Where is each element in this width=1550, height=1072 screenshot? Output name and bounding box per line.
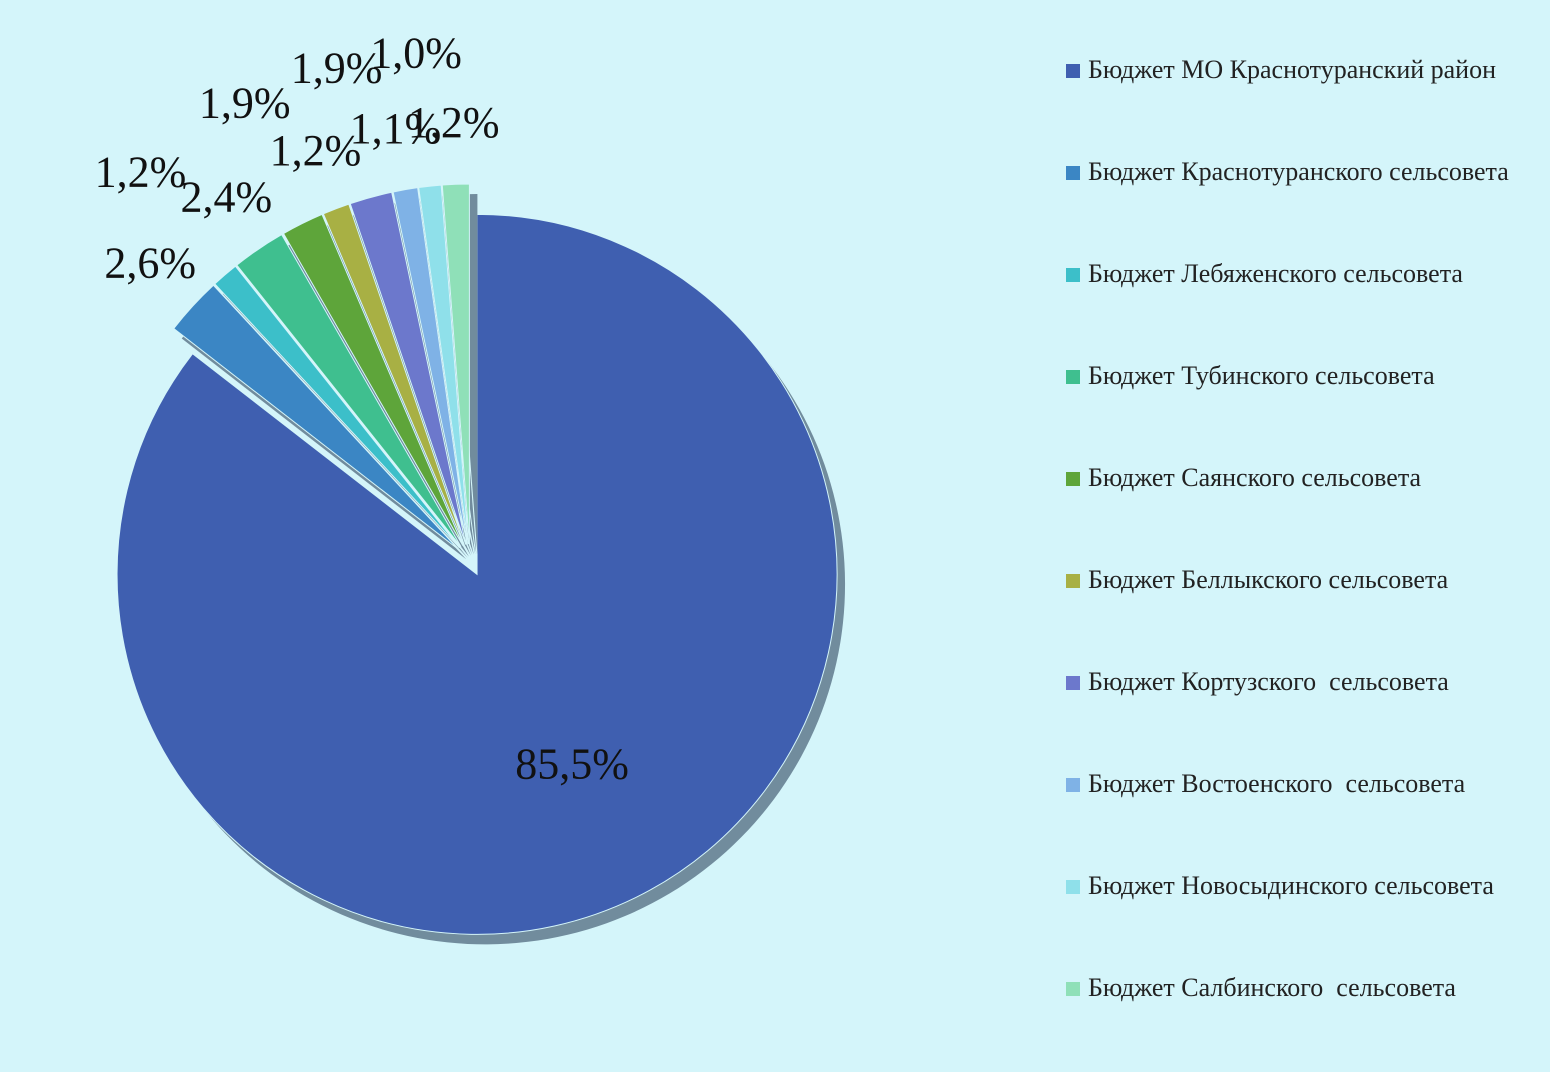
slice [173,284,459,550]
legend-swatch [1066,880,1080,894]
legend-label: Бюджет Лебяженского сельсовета [1088,259,1463,288]
legend-label: Бюджет Краснотуранского сельсовета [1088,157,1509,186]
legend-item: Бюджет МО Краснотуранский район [1062,52,1546,154]
legend-item: Бюджет Новосыдинского сельсовета [1062,868,1546,970]
legend-item: Бюджет Кортузского сельсовета [1062,664,1546,766]
legend-swatch [1066,472,1080,486]
slice [116,213,838,935]
value-label: 1,2% [95,148,187,197]
legend-swatch [1066,676,1080,690]
legend-swatch [1066,982,1080,996]
value-label: 2,6% [104,238,196,287]
legend-item: Бюджет Тубинского сельсовета [1062,358,1546,460]
legend-swatch [1066,166,1080,180]
slice [418,184,469,545]
value-label: 1,0% [370,28,462,77]
legend-label: Бюджет Тубинского сельсовета [1088,361,1435,390]
value-label: 1,1% [350,104,442,153]
legend-swatch [1066,370,1080,384]
legend-item: Бюджет Лебяженского сельсовета [1062,256,1546,358]
legend: Бюджет МО Краснотуранский район Бюджет Кр… [1062,52,1546,1072]
legend-label: Бюджет МО Краснотуранский район [1088,55,1497,84]
slice [322,203,465,546]
value-label: 1,9% [199,78,291,127]
legend-swatch [1066,64,1080,78]
legend-swatch [1066,778,1080,792]
slice [282,213,464,546]
legend-label: Бюджет Беллыкского сельсовета [1088,565,1449,594]
value-label: 85,5% [515,739,629,788]
slice [349,191,467,545]
legend-item: Бюджет Салбинского сельсовета [1062,970,1546,1072]
legend-swatch [1066,574,1080,588]
legend-label: Бюджет Новосыдинского сельсовета [1088,871,1494,900]
legend-label: Бюджет Саянского сельсовета [1088,463,1422,492]
legend-item: Бюджет Саянского сельсовета [1062,460,1546,562]
value-label: 1,9% [291,43,383,92]
legend-swatch [1066,268,1080,282]
legend-item: Бюджет Беллыкского сельсовета [1062,562,1546,664]
legend-item: Бюджет Краснотуранского сельсовета [1062,154,1546,256]
legend-item: Бюджет Востоенского сельсовета [1062,766,1546,868]
value-label: 2,4% [180,172,272,221]
legend-label: Бюджет Кортузского сельсовета [1088,667,1449,696]
slice [214,265,460,549]
slice [236,233,462,548]
value-label: 1,2% [408,98,500,147]
slice [441,183,470,545]
chart: 85,5%2,6%1,2%2,4%1,9%1,2%1,9%1,1%1,0%1,2… [95,28,846,945]
page: {"chart_data": {"type": "pie", "categori… [94,28,1509,1002]
slice [392,187,468,545]
legend-label: Бюджет Востоенского сельсовета [1088,769,1466,798]
value-label: 1,2% [270,126,362,175]
legend-label: Бюджет Салбинского сельсовета [1088,973,1456,1002]
